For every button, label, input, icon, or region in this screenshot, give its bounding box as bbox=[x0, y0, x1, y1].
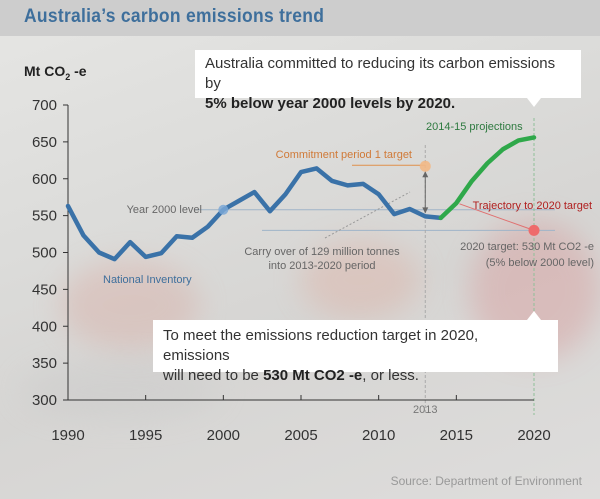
y-tick-label: 550 bbox=[32, 208, 57, 225]
x-tick-label: 1995 bbox=[129, 427, 162, 444]
annotation-national-inventory: National Inventory bbox=[103, 274, 192, 286]
annotation-trajectory: Trajectory to 2020 target bbox=[473, 200, 592, 212]
callout-bottom: To meet the emissions reduction target i… bbox=[153, 320, 558, 384]
callout-bottom-line2-post: , or less. bbox=[362, 367, 419, 384]
annotation-projections: 2014-15 projections bbox=[426, 121, 523, 133]
x-tick-label: 2010 bbox=[362, 427, 395, 444]
x-tick-label: 2000 bbox=[207, 427, 240, 444]
year-2000-marker bbox=[218, 204, 229, 215]
y-tick-label: 350 bbox=[32, 355, 57, 372]
carry-over-pointer bbox=[324, 191, 411, 239]
callout-top-line2: 5% below year 2000 levels by 2020. bbox=[205, 95, 456, 112]
annotation-commitment: Commitment period 1 target bbox=[276, 149, 412, 161]
source-note: Source: Department of Environment bbox=[390, 474, 582, 488]
x-tick-label: 2015 bbox=[440, 427, 473, 444]
annotation-carry-line2: into 2013-2020 period bbox=[268, 260, 375, 272]
target-2020-marker bbox=[528, 224, 540, 236]
y-tick-label: 700 bbox=[32, 97, 57, 114]
x-tick-label: 2005 bbox=[284, 427, 317, 444]
marker-2013-label: 2013 bbox=[413, 404, 437, 416]
commitment-target-marker bbox=[419, 160, 431, 172]
y-axis-label-suffix: -e bbox=[70, 63, 87, 79]
callout-bottom-line1: To meet the emissions reduction target i… bbox=[163, 327, 479, 364]
annotation-carry-line1: Carry over of 129 million tonnes bbox=[244, 246, 400, 258]
callout-top-pointer bbox=[527, 98, 541, 107]
y-tick-label: 300 bbox=[32, 392, 57, 409]
annotation-target-line2: (5% below 2000 level) bbox=[486, 257, 594, 269]
y-tick-label: 600 bbox=[32, 171, 57, 188]
y-tick-label: 450 bbox=[32, 281, 57, 298]
annotation-year-2000: Year 2000 level bbox=[127, 204, 202, 216]
y-tick-label: 650 bbox=[32, 134, 57, 151]
callout-top-line1: Australia committed to reducing its carb… bbox=[205, 55, 556, 92]
x-tick-label: 2020 bbox=[517, 427, 550, 444]
arrow-head-up bbox=[422, 171, 429, 178]
y-axis-label-main: Mt CO bbox=[24, 63, 66, 79]
y-axis-label: Mt CO2 -e bbox=[24, 63, 87, 82]
background-blur bbox=[300, 240, 420, 320]
chart-title: Australia’s carbon emissions trend bbox=[24, 6, 325, 27]
x-tick-label: 1990 bbox=[51, 427, 84, 444]
callout-top: Australia committed to reducing its carb… bbox=[195, 50, 581, 112]
y-axis-label-sub: 2 bbox=[65, 71, 71, 82]
callout-bottom-line2-bold: 530 Mt CO2 -e bbox=[263, 367, 363, 384]
title-bar: Australia’s carbon emissions trend bbox=[0, 0, 600, 36]
y-tick-label: 400 bbox=[32, 318, 57, 335]
y-tick-label: 500 bbox=[32, 245, 57, 262]
callout-bottom-line2-pre: will need to be bbox=[163, 367, 264, 384]
arrow-head-down bbox=[422, 207, 429, 214]
callout-bottom-pointer bbox=[527, 311, 541, 320]
trajectory-line bbox=[459, 203, 535, 231]
annotation-target-line1: 2020 target: 530 Mt CO2 -e bbox=[460, 241, 594, 253]
